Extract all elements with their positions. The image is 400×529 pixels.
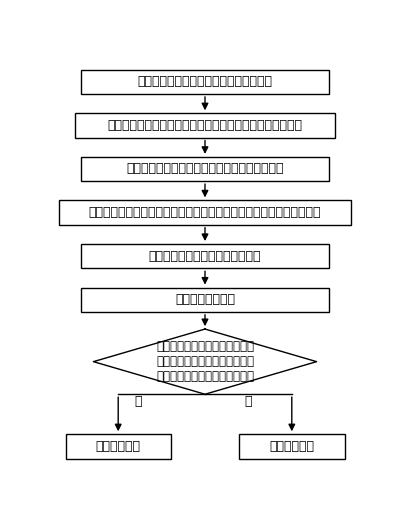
Bar <box>81 70 329 94</box>
Text: 计算合环冲击电流: 计算合环冲击电流 <box>175 293 235 306</box>
Text: 终止合环操作: 终止合环操作 <box>269 440 314 453</box>
Bar <box>59 200 351 225</box>
Bar <box>81 244 329 268</box>
Bar <box>81 157 329 181</box>
Text: 否: 否 <box>245 395 252 408</box>
Bar <box>81 288 329 312</box>
Text: 是: 是 <box>134 395 142 408</box>
Text: 比较合环稳态电流小于联络线最
大允许工作电流，并且合环冲击
电流小于过流速断保护触发电流: 比较合环稳态电流小于联络线最 大允许工作电流，并且合环冲击 电流小于过流速断保护… <box>156 340 254 383</box>
Text: 根据环流复功率计算合环稳态电流: 根据环流复功率计算合环稳态电流 <box>149 250 261 262</box>
Bar <box>239 434 344 459</box>
Text: 用流向联络线一侧母线的复功率减去流出该母线的负荷来得环流复功率: 用流向联络线一侧母线的复功率减去流出该母线的负荷来得环流复功率 <box>89 206 321 219</box>
Polygon shape <box>94 329 317 394</box>
Text: 获取合环环形网络中的等值阻抗和联络线两侧母线上的负荷: 获取合环环形网络中的等值阻抗和联络线两侧母线上的负荷 <box>108 119 302 132</box>
Text: 执行合环操作: 执行合环操作 <box>96 440 141 453</box>
Text: 根据环形网络特点求出流向联络线母线的复功率: 根据环形网络特点求出流向联络线母线的复功率 <box>126 162 284 176</box>
Bar <box>66 434 171 459</box>
Bar <box>75 113 335 138</box>
Text: 根据电网合环网络画出简化后的等值电路: 根据电网合环网络画出简化后的等值电路 <box>138 75 272 88</box>
